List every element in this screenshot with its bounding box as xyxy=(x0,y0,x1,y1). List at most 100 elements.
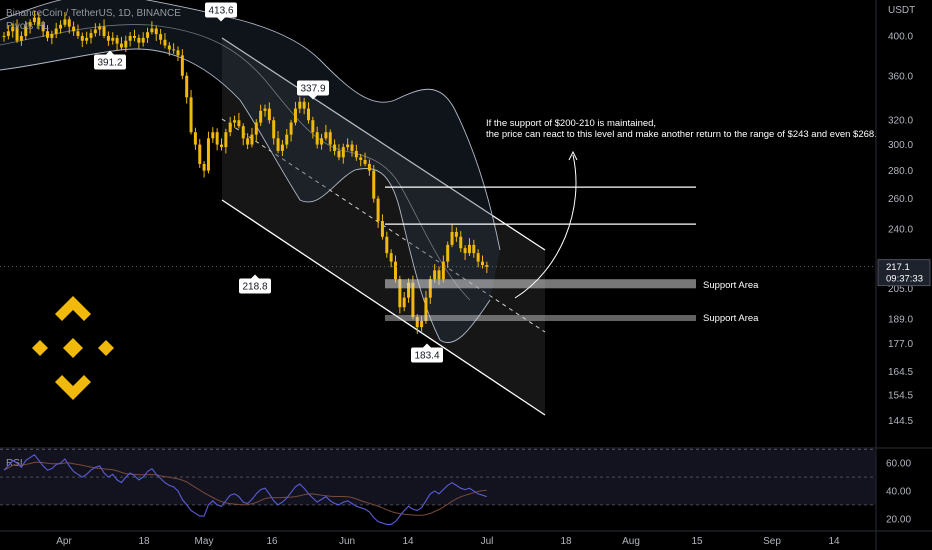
candle-body xyxy=(72,26,76,32)
candle xyxy=(372,164,376,203)
pivot-label-text: 391.2 xyxy=(97,58,122,69)
candle xyxy=(28,19,32,34)
candle xyxy=(394,255,397,283)
candle xyxy=(298,96,302,114)
candle xyxy=(115,35,119,51)
candle-body xyxy=(163,39,167,46)
price-tick-label: 400.0 xyxy=(888,31,913,42)
candle xyxy=(46,25,49,42)
candle-body xyxy=(185,75,189,98)
rsi-label: RSI xyxy=(6,458,23,469)
candle-body xyxy=(106,35,110,41)
candle-body xyxy=(476,253,480,262)
candle-body xyxy=(50,34,54,38)
candle xyxy=(76,24,80,39)
candle xyxy=(354,144,358,161)
candle xyxy=(402,292,406,312)
candle-body xyxy=(463,248,467,254)
pivot-label-text: 337.9 xyxy=(300,84,325,95)
candle-body xyxy=(228,122,232,133)
candle xyxy=(63,12,67,28)
candle-body xyxy=(420,320,424,328)
candle-body xyxy=(159,34,163,40)
band-basis xyxy=(0,24,471,301)
candle xyxy=(67,16,71,34)
candle xyxy=(376,195,380,228)
candle xyxy=(146,27,150,44)
candle xyxy=(98,23,102,36)
candle-body xyxy=(15,26,19,41)
candle xyxy=(328,129,332,152)
support-area-box xyxy=(385,315,696,322)
candle xyxy=(54,22,58,39)
candle xyxy=(59,20,63,34)
candle xyxy=(380,214,384,240)
candle-body xyxy=(67,19,71,27)
candle-body xyxy=(137,37,141,43)
candle-body xyxy=(328,132,332,145)
candle-body xyxy=(172,49,176,51)
candle-body xyxy=(167,45,171,50)
candle xyxy=(454,227,458,242)
candle xyxy=(311,116,315,139)
candle-body xyxy=(102,26,106,36)
time-tick-label: 15 xyxy=(691,536,703,547)
candle-body xyxy=(211,132,215,139)
candle-body xyxy=(333,144,337,151)
logo-bottom-chevron xyxy=(55,375,91,400)
candle-body xyxy=(28,22,32,27)
current-price-badge xyxy=(877,259,931,287)
time-tick-label: Jun xyxy=(339,536,355,547)
logo-top-chevron xyxy=(55,296,91,321)
candle-body xyxy=(150,28,154,33)
candle-body xyxy=(63,19,67,25)
candle-body xyxy=(298,101,302,109)
candle-body xyxy=(6,31,10,36)
candle-body xyxy=(359,157,363,160)
time-tick-label: 14 xyxy=(402,536,414,547)
candle-body xyxy=(41,24,45,32)
candle-body xyxy=(141,37,145,43)
candle xyxy=(119,36,123,51)
candles xyxy=(2,10,489,334)
candle-body xyxy=(233,120,237,123)
symbol-title: BinanceCoin / TetherUS, 1D, BINANCE xyxy=(6,8,181,19)
candle-body xyxy=(224,132,228,148)
candle xyxy=(250,127,254,148)
candle xyxy=(441,255,445,283)
candle-body xyxy=(93,29,97,34)
candle-body xyxy=(350,144,354,151)
candle-body xyxy=(433,270,437,280)
candle xyxy=(93,23,97,37)
candle-body xyxy=(437,270,441,280)
candle xyxy=(446,241,450,268)
candle xyxy=(389,249,393,268)
candle-body xyxy=(428,279,432,298)
candle-body xyxy=(85,37,89,41)
candle xyxy=(11,23,15,38)
candle-body xyxy=(37,17,41,25)
candle-body xyxy=(119,43,123,48)
candle-body xyxy=(32,17,36,23)
pivot-label: 337.9 xyxy=(297,80,329,100)
candle xyxy=(315,126,319,149)
candle-body xyxy=(11,26,15,32)
time-tick-label: 18 xyxy=(138,536,150,547)
candle xyxy=(193,127,197,150)
candle xyxy=(363,152,367,167)
pivot-label-box xyxy=(94,54,126,70)
candle-body xyxy=(237,120,241,127)
candle xyxy=(6,25,10,40)
candle-body xyxy=(481,261,484,266)
candle xyxy=(285,129,289,149)
pivot-label: 413.6 xyxy=(205,2,237,22)
time-tick-label: Sep xyxy=(763,536,781,547)
logo-left-diamond xyxy=(32,340,48,356)
candle xyxy=(463,245,467,261)
time-tick-label: 18 xyxy=(560,536,572,547)
candle xyxy=(220,138,223,151)
time-tick-label: 16 xyxy=(266,536,278,547)
candle xyxy=(450,224,454,248)
